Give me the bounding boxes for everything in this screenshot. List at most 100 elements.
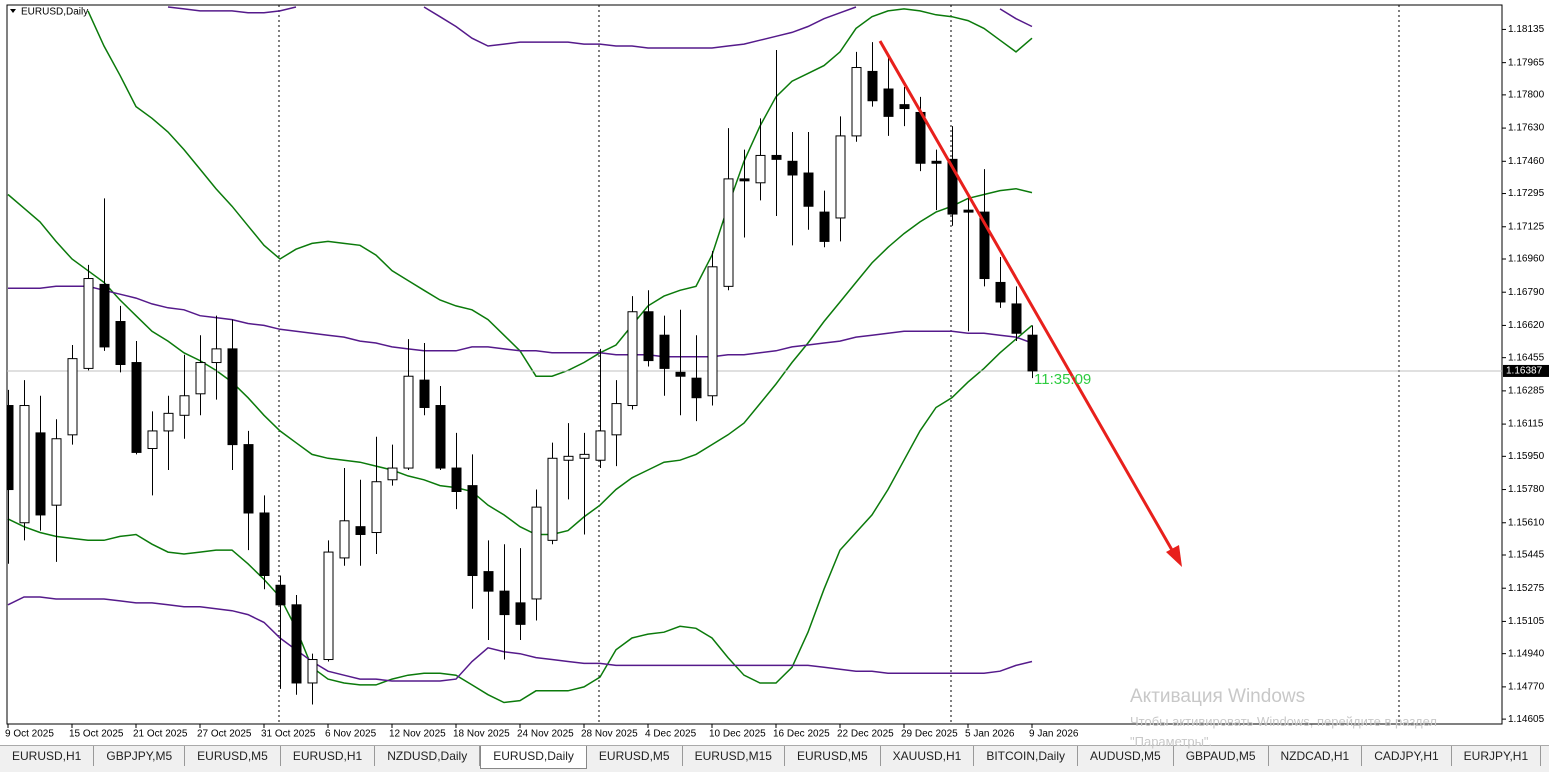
x-tick-label: 21 Oct 2025 bbox=[133, 729, 188, 740]
indicator-line bbox=[7, 187, 1033, 536]
x-tick-label: 9 Oct 2025 bbox=[5, 729, 54, 740]
tab[interactable]: EURUSD,M5 bbox=[185, 746, 281, 766]
chart-title: EURUSD,Daily bbox=[21, 7, 88, 18]
y-tick-label: 1.17125 bbox=[1508, 221, 1545, 232]
tab[interactable]: EURUSD,Daily bbox=[480, 746, 587, 769]
last-price-label: 1.16387 bbox=[1506, 366, 1543, 377]
y-tick-label: 1.16285 bbox=[1508, 386, 1545, 397]
y-tick-label: 1.18135 bbox=[1508, 24, 1545, 35]
candle-body bbox=[323, 551, 334, 661]
indicator-line bbox=[167, 6, 1033, 49]
trend-arrow bbox=[878, 40, 1178, 558]
x-tick-label: 5 Jan 2026 bbox=[965, 729, 1015, 740]
x-tick-label: 29 Dec 2025 bbox=[901, 729, 958, 740]
candle-body bbox=[691, 377, 702, 399]
x-tick-label: 15 Oct 2025 bbox=[69, 729, 124, 740]
candle-body bbox=[659, 334, 670, 369]
candle-body bbox=[195, 362, 206, 395]
y-tick-label: 1.17295 bbox=[1508, 188, 1545, 199]
candle-body bbox=[403, 375, 414, 469]
tab[interactable]: EURJPY,H1 bbox=[1451, 746, 1542, 766]
candle-body bbox=[867, 70, 878, 102]
candle-body bbox=[7, 405, 14, 491]
tab[interactable]: BRN,Daily bbox=[1541, 746, 1549, 766]
candle-body bbox=[579, 453, 590, 459]
candle-body bbox=[899, 104, 910, 110]
y-tick-label: 1.15950 bbox=[1508, 451, 1545, 462]
tab[interactable]: EURUSD,H1 bbox=[0, 746, 95, 766]
tab[interactable]: GBPAUD,M5 bbox=[1173, 746, 1269, 766]
tab[interactable]: NZDUSD,Daily bbox=[375, 746, 481, 766]
candle-body bbox=[755, 154, 766, 184]
y-tick-label: 1.15275 bbox=[1508, 583, 1545, 594]
candle-body bbox=[211, 348, 222, 364]
candle-body bbox=[83, 278, 94, 369]
candle-body bbox=[675, 371, 686, 377]
candle-body bbox=[35, 432, 46, 516]
tab[interactable]: EURUSD,M15 bbox=[682, 746, 785, 766]
candle-body bbox=[435, 405, 446, 469]
tab[interactable]: XAUUSD,H1 bbox=[880, 746, 975, 766]
y-tick-label: 1.15780 bbox=[1508, 484, 1545, 495]
candle-body bbox=[275, 584, 286, 606]
candle-body bbox=[131, 362, 142, 453]
candle-body bbox=[339, 520, 350, 559]
candle-body bbox=[163, 412, 174, 432]
candle-body bbox=[179, 395, 190, 416]
tab[interactable]: GBPJPY,M5 bbox=[94, 746, 186, 766]
candle-body bbox=[51, 438, 62, 506]
trend-arrow-head bbox=[1166, 545, 1182, 567]
candle-body bbox=[707, 266, 718, 397]
tab[interactable]: CADJPY,H1 bbox=[1362, 746, 1452, 766]
candle-body bbox=[627, 311, 638, 407]
y-tick-label: 1.16455 bbox=[1508, 352, 1545, 363]
tab[interactable]: BITCOIN,Daily bbox=[974, 746, 1079, 766]
x-tick-label: 28 Nov 2025 bbox=[581, 729, 638, 740]
tab[interactable]: AUDUSD,M5 bbox=[1078, 746, 1174, 766]
y-tick-label: 1.17965 bbox=[1508, 57, 1545, 68]
candle-body bbox=[771, 154, 782, 160]
x-tick-label: 27 Oct 2025 bbox=[197, 729, 252, 740]
x-tick-label: 9 Jan 2026 bbox=[1029, 729, 1079, 740]
tab[interactable]: EURUSD,M5 bbox=[784, 746, 881, 766]
plot bbox=[7, 6, 1502, 705]
candle-body bbox=[851, 67, 862, 137]
tab[interactable]: NZDCAD,H1 bbox=[1268, 746, 1363, 766]
tab[interactable]: EURUSD,M5 bbox=[586, 746, 683, 766]
candle-body bbox=[227, 348, 238, 446]
last-price-box bbox=[1503, 364, 1549, 377]
candle-body bbox=[19, 405, 30, 524]
candle-body bbox=[979, 211, 990, 280]
candle-body bbox=[307, 659, 318, 684]
x-tick-label: 24 Nov 2025 bbox=[517, 729, 574, 740]
x-tick-label: 22 Dec 2025 bbox=[837, 729, 894, 740]
candle-body bbox=[1027, 334, 1038, 372]
indicator-line bbox=[7, 324, 1033, 704]
candle-body bbox=[995, 281, 1006, 303]
candle-body bbox=[355, 526, 366, 535]
candle-body bbox=[595, 430, 606, 461]
menu-triangle bbox=[10, 9, 16, 13]
y-tick-label: 1.17800 bbox=[1508, 90, 1545, 101]
candle-body bbox=[147, 430, 158, 450]
countdown: 11:35:09 bbox=[1034, 371, 1091, 388]
candle-body bbox=[947, 158, 958, 215]
candle-body bbox=[787, 160, 798, 176]
candle-body bbox=[467, 485, 478, 577]
candle-body bbox=[259, 512, 270, 577]
candle-body bbox=[643, 311, 654, 362]
chart: EURUSD,Daily 1.18135 1.17965 1.17800 1.1763… bbox=[5, 4, 1549, 740]
candle-body bbox=[451, 467, 462, 492]
y-tick-label: 1.14940 bbox=[1508, 648, 1545, 659]
indicator-line bbox=[7, 596, 1033, 682]
y-tick-label: 1.14770 bbox=[1508, 682, 1545, 693]
candle-body bbox=[115, 321, 126, 365]
x-tick-label: 4 Dec 2025 bbox=[645, 729, 697, 740]
tab[interactable]: EURUSD,H1 bbox=[280, 746, 376, 766]
candle-body bbox=[723, 178, 734, 287]
y-tick-label: 1.16960 bbox=[1508, 254, 1545, 265]
y-tick-label: 1.17460 bbox=[1508, 156, 1545, 167]
x-tick-label: 16 Dec 2025 bbox=[773, 729, 830, 740]
candle-body bbox=[835, 135, 846, 219]
